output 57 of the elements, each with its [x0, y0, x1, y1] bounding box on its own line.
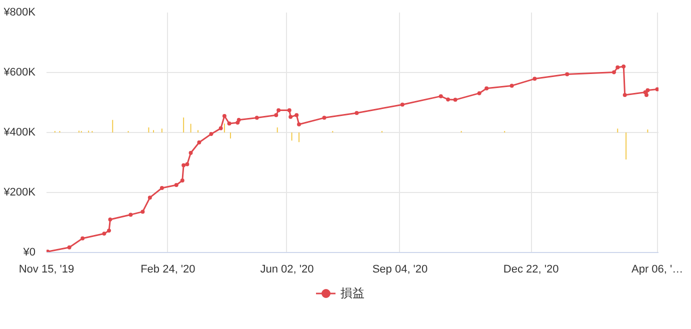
y-tick-label: ¥0 [22, 246, 36, 258]
point [532, 76, 537, 81]
point [185, 162, 190, 166]
point [180, 178, 184, 182]
point [108, 218, 112, 222]
point [128, 212, 133, 217]
point [400, 102, 404, 107]
x-tick-label: Jun 02, '20 [260, 264, 314, 276]
point [140, 210, 145, 214]
point [565, 72, 570, 76]
x-tick-label: Dec 22, '20 [503, 264, 559, 276]
point [622, 93, 627, 97]
point [616, 65, 620, 70]
x-tick-label: Nov 15, '19 [18, 264, 74, 276]
y-tick-label: ¥400K [2, 126, 36, 138]
point [322, 116, 326, 120]
point [236, 118, 241, 122]
point [148, 196, 152, 200]
point [622, 64, 626, 68]
point [174, 183, 178, 187]
point [209, 132, 214, 136]
point [160, 186, 164, 190]
point [484, 86, 489, 90]
point [274, 113, 278, 118]
x-tick-label: Feb 24, '20 [140, 264, 196, 276]
x-tick-label: Sep 04, '20 [372, 264, 428, 276]
point [612, 70, 616, 74]
point [80, 236, 85, 240]
point [453, 98, 458, 102]
point [287, 108, 292, 112]
point [107, 228, 112, 233]
point [296, 122, 301, 126]
point [197, 140, 202, 144]
point [477, 91, 482, 96]
y-tick-label: ¥200K [2, 186, 36, 198]
point [655, 87, 658, 92]
point [354, 111, 359, 115]
point [182, 163, 186, 168]
point [438, 94, 443, 98]
point [227, 122, 232, 126]
y-tick-label: ¥600K [2, 66, 36, 78]
point [254, 116, 259, 120]
point [218, 126, 223, 130]
point [644, 93, 648, 97]
y-tick-label: ¥800K [2, 6, 36, 18]
point [188, 150, 193, 155]
legend-label: 損益 [340, 284, 364, 302]
point [67, 245, 72, 250]
point [294, 113, 299, 118]
point [446, 98, 450, 102]
point [222, 114, 226, 118]
point [102, 232, 106, 236]
x-tick-label: Apr 06, '… [631, 264, 684, 276]
point [276, 108, 281, 112]
point [288, 114, 293, 119]
point [646, 88, 650, 92]
point [510, 84, 514, 88]
